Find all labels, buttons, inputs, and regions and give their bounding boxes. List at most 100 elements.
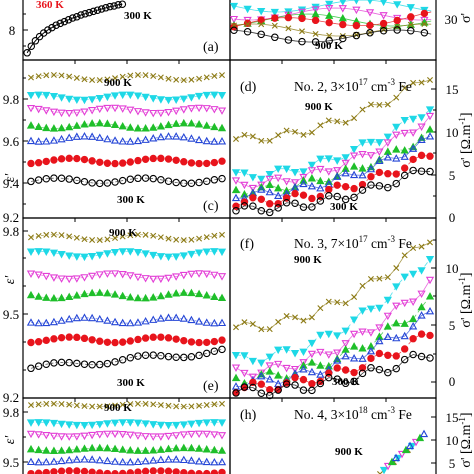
point-e xyxy=(172,289,181,297)
point-e xyxy=(149,351,157,359)
point-f xyxy=(307,350,317,359)
point-c xyxy=(65,175,73,183)
point-c xyxy=(50,174,58,182)
point-d xyxy=(427,77,433,83)
point-h xyxy=(377,471,383,474)
point-c xyxy=(164,120,173,129)
point-g xyxy=(210,457,219,466)
point-c xyxy=(165,75,172,82)
point-e xyxy=(133,249,143,257)
point-e xyxy=(134,231,141,238)
series-h xyxy=(377,429,429,474)
point-b xyxy=(366,28,374,37)
point-c xyxy=(217,137,227,145)
point-e xyxy=(57,251,66,259)
point-f xyxy=(334,299,341,306)
point-d xyxy=(366,152,376,160)
point-a-300k xyxy=(81,10,89,18)
point-g xyxy=(210,419,219,427)
point-d xyxy=(400,129,409,138)
point-c xyxy=(26,104,36,113)
point-f xyxy=(249,383,257,392)
point-g xyxy=(202,445,211,453)
point-a-300k xyxy=(97,5,106,13)
point-f xyxy=(274,371,283,379)
point-f xyxy=(384,351,392,359)
point-f xyxy=(231,373,241,382)
point-c xyxy=(179,95,188,104)
point-f xyxy=(358,328,367,336)
series-d-300k xyxy=(232,166,434,217)
point-g xyxy=(196,402,203,409)
point-c xyxy=(112,75,119,82)
point-c xyxy=(194,92,204,101)
point-d xyxy=(308,203,316,211)
point-d xyxy=(282,198,291,207)
point-f xyxy=(291,381,299,389)
series-c-300k xyxy=(27,174,226,188)
point-f xyxy=(308,386,316,395)
point-e xyxy=(65,358,73,367)
point-f xyxy=(266,326,273,333)
point-c xyxy=(187,119,196,127)
point-g xyxy=(187,469,196,474)
point-f xyxy=(400,319,409,327)
point-d xyxy=(408,144,418,152)
point-g xyxy=(104,403,111,410)
series-f-800k xyxy=(231,255,435,368)
point-e xyxy=(141,334,150,342)
series-c-900k xyxy=(28,71,225,84)
point-f xyxy=(426,354,434,362)
point-e xyxy=(57,275,66,283)
point-d xyxy=(358,186,367,194)
point-c xyxy=(34,176,43,184)
point-g xyxy=(194,419,204,428)
point-e xyxy=(72,253,81,261)
fit-line-d xyxy=(235,129,431,195)
point-e xyxy=(164,352,173,361)
point-f xyxy=(359,282,366,289)
point-g xyxy=(164,422,173,430)
point-h xyxy=(397,450,407,459)
point-e xyxy=(141,351,150,359)
annot-b-900k: 900 K xyxy=(315,40,343,52)
point-f xyxy=(349,354,359,362)
point-d xyxy=(350,184,358,193)
point-g xyxy=(187,420,196,429)
point-d xyxy=(408,115,418,124)
point-f xyxy=(316,348,325,357)
point-c xyxy=(80,178,89,186)
point-e xyxy=(58,232,65,239)
point-g xyxy=(156,433,166,441)
point-c xyxy=(118,137,127,145)
point-g xyxy=(65,467,73,474)
tick-label-a-8: 8 xyxy=(9,23,16,38)
point-f xyxy=(417,290,426,299)
tick-label-h-15: 15 xyxy=(446,410,459,425)
point-d xyxy=(283,127,290,134)
point-d xyxy=(425,132,435,140)
annot-f-900k: 900 K xyxy=(294,254,322,266)
point-e xyxy=(134,335,142,344)
point-e xyxy=(49,274,59,282)
point-d xyxy=(341,164,350,172)
point-c xyxy=(35,73,42,80)
point-c xyxy=(194,119,204,128)
point-c xyxy=(49,136,59,144)
point-g xyxy=(49,457,59,465)
point-f xyxy=(400,355,409,364)
point-d xyxy=(418,79,425,86)
point-e xyxy=(118,291,127,300)
point-d xyxy=(384,169,392,178)
point-c xyxy=(172,107,181,116)
point-d xyxy=(266,137,273,144)
point-f xyxy=(425,306,435,315)
point-g xyxy=(34,457,43,466)
axis-labels: ε' ε' ε' σ' σ' [Ω.m-1] σ' [Ω.m-1] σ' [Ω.… xyxy=(3,13,474,468)
point-c xyxy=(210,91,219,100)
point-f xyxy=(401,252,408,259)
point-f xyxy=(408,314,418,323)
point-f xyxy=(266,385,274,394)
point-c xyxy=(164,132,173,140)
point-c xyxy=(110,104,120,113)
